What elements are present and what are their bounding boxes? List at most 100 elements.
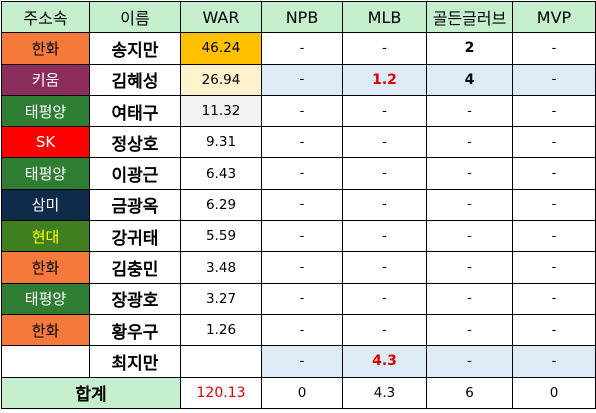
- table-row: SK 정상호 9.31 - - - -: [1, 126, 596, 159]
- table-row: 최지만 - 4.3 - -: [1, 345, 596, 378]
- mvp-value: -: [512, 126, 596, 159]
- mlb-value: -: [342, 313, 427, 347]
- header-mvp: MVP: [512, 0, 596, 34]
- war-value: 26.94: [180, 63, 262, 96]
- team-cell: SK: [1, 126, 90, 159]
- total-npb: 0: [261, 376, 343, 409]
- team-cell: 키움: [1, 63, 90, 96]
- player-name: 황우구: [89, 313, 181, 347]
- golden-glove-value: -: [426, 251, 513, 284]
- total-mlb: 4.3: [342, 376, 427, 409]
- header-mlb: MLB: [342, 0, 427, 34]
- npb-value: -: [261, 32, 343, 65]
- team-cell: 한화: [1, 251, 90, 284]
- npb-value: -: [261, 220, 343, 253]
- total-row: 합계 120.13 0 4.3 6 0: [1, 376, 596, 409]
- total-war: 120.13: [180, 376, 262, 409]
- mvp-value: -: [512, 313, 596, 347]
- npb-value: -: [261, 251, 343, 284]
- mvp-value: -: [512, 63, 596, 96]
- team-cell: 현대: [1, 220, 90, 253]
- golden-glove-value: -: [426, 345, 513, 378]
- war-value: 6.29: [180, 188, 262, 222]
- mlb-value: -: [342, 94, 427, 128]
- npb-value: -: [261, 282, 343, 315]
- team-cell: 삼미: [1, 188, 90, 222]
- table-row: 태평양 이광근 6.43 - - - -: [1, 157, 596, 190]
- npb-value: -: [261, 126, 343, 159]
- mvp-value: -: [512, 157, 596, 190]
- npb-value: -: [261, 94, 343, 128]
- golden-glove-value: -: [426, 313, 513, 347]
- player-name: 정상호: [89, 126, 181, 159]
- mlb-value: -: [342, 188, 427, 222]
- npb-value: -: [261, 188, 343, 222]
- team-cell: 태평양: [1, 282, 90, 315]
- mlb-value: -: [342, 220, 427, 253]
- table-row: 태평양 여태구 11.32 - - - -: [1, 94, 596, 128]
- golden-glove-value: 4: [426, 63, 513, 96]
- war-value: 3.48: [180, 251, 262, 284]
- player-name: 김충민: [89, 251, 181, 284]
- golden-glove-value: 2: [426, 32, 513, 65]
- header-name: 이름: [89, 0, 181, 34]
- header-team: 주소속: [1, 0, 90, 34]
- player-name: 금광옥: [89, 188, 181, 222]
- war-value: 5.59: [180, 220, 262, 253]
- npb-value: -: [261, 157, 343, 190]
- player-name: 송지만: [89, 32, 181, 65]
- mvp-value: -: [512, 94, 596, 128]
- mlb-value: -: [342, 251, 427, 284]
- table-row: 키움 김혜성 26.94 - 1.2 4 -: [1, 63, 596, 96]
- war-value: 11.32: [180, 94, 262, 128]
- total-golden-glove: 6: [426, 376, 513, 409]
- total-mvp: 0: [512, 376, 596, 409]
- player-name: 여태구: [89, 94, 181, 128]
- table-row: 삼미 금광옥 6.29 - - - -: [1, 188, 596, 222]
- team-cell: 태평양: [1, 94, 90, 128]
- mlb-value: -: [342, 126, 427, 159]
- team-cell: [1, 345, 90, 378]
- mvp-value: -: [512, 32, 596, 65]
- mvp-value: -: [512, 282, 596, 315]
- header-row: 주소속 이름 WAR NPB MLB 골든글러브 MVP: [1, 0, 596, 34]
- npb-value: -: [261, 345, 343, 378]
- mlb-value: -: [342, 157, 427, 190]
- mlb-value: -: [342, 282, 427, 315]
- golden-glove-value: -: [426, 188, 513, 222]
- table-row: 현대 강귀태 5.59 - - - -: [1, 220, 596, 253]
- player-name: 김혜성: [89, 63, 181, 96]
- mvp-value: -: [512, 220, 596, 253]
- mlb-value: -: [342, 32, 427, 65]
- npb-value: -: [261, 63, 343, 96]
- team-cell: 한화: [1, 32, 90, 65]
- table-row: 한화 김충민 3.48 - - - -: [1, 251, 596, 284]
- player-name: 최지만: [89, 345, 181, 378]
- total-label: 합계: [1, 376, 181, 409]
- war-value: 1.26: [180, 313, 262, 347]
- war-value: 9.31: [180, 126, 262, 159]
- mvp-value: -: [512, 188, 596, 222]
- header-war: WAR: [180, 0, 262, 34]
- war-value: 46.24: [180, 32, 262, 65]
- player-name: 강귀태: [89, 220, 181, 253]
- player-name: 이광근: [89, 157, 181, 190]
- war-value: 6.43: [180, 157, 262, 190]
- mvp-value: -: [512, 251, 596, 284]
- golden-glove-value: -: [426, 126, 513, 159]
- mvp-value: -: [512, 345, 596, 378]
- mlb-value: 1.2: [342, 63, 427, 96]
- header-npb: NPB: [261, 0, 343, 34]
- golden-glove-value: -: [426, 157, 513, 190]
- table-row: 한화 황우구 1.26 - - - -: [1, 313, 596, 347]
- player-name: 장광호: [89, 282, 181, 315]
- header-golden-glove: 골든글러브: [426, 0, 513, 34]
- golden-glove-value: -: [426, 94, 513, 128]
- mlb-value: 4.3: [342, 345, 427, 378]
- golden-glove-value: -: [426, 282, 513, 315]
- table-row: 태평양 장광호 3.27 - - - -: [1, 282, 596, 315]
- golden-glove-value: -: [426, 220, 513, 253]
- team-cell: 한화: [1, 313, 90, 347]
- war-value: [180, 345, 262, 378]
